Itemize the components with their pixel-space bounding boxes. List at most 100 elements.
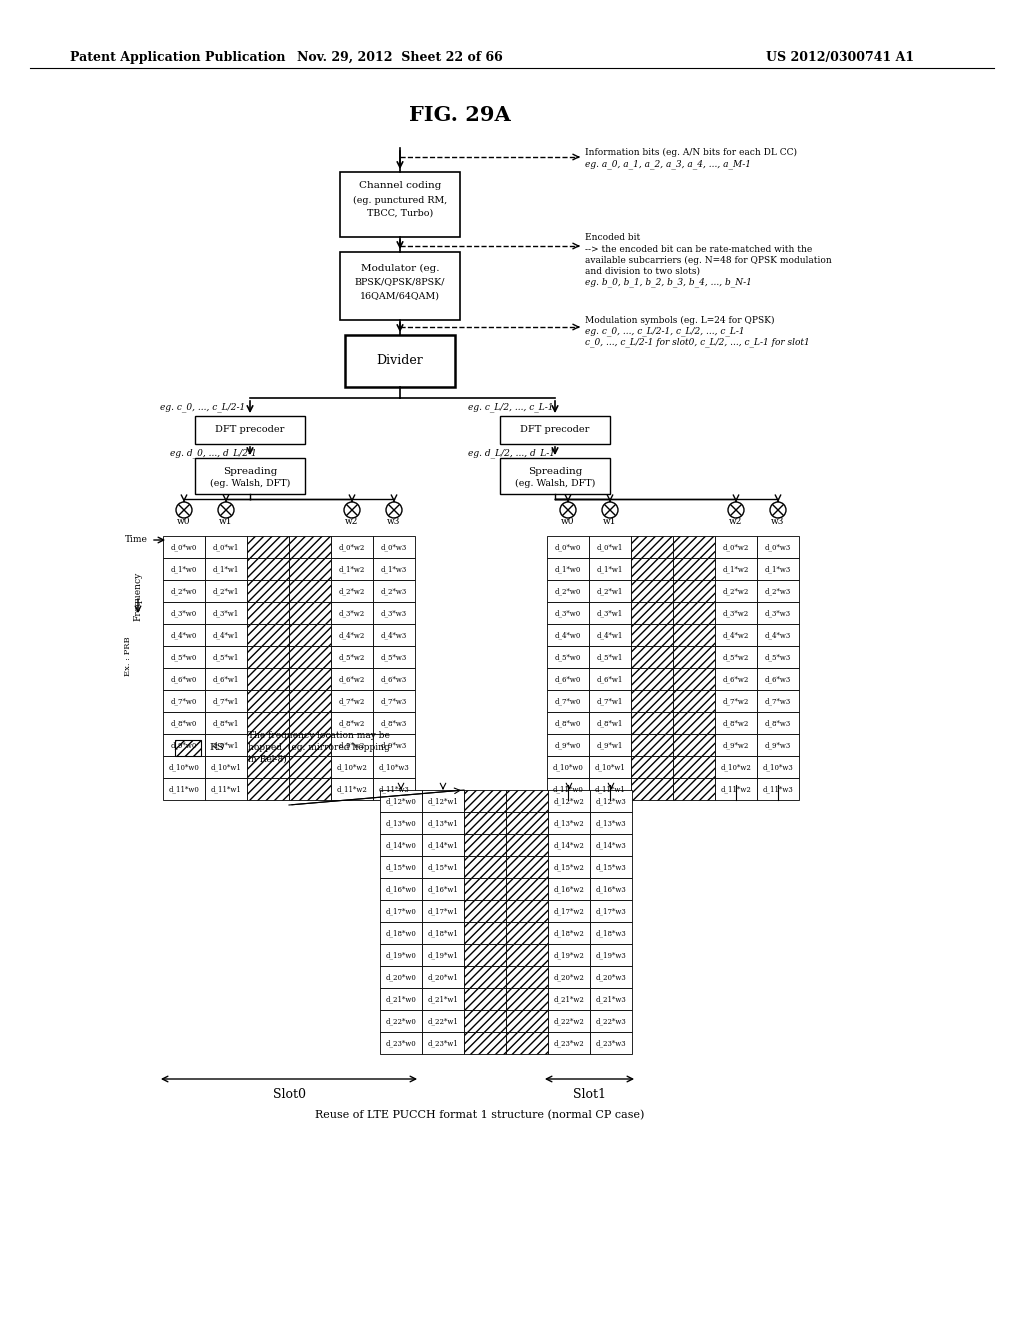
Bar	[673, 536, 715, 558]
Text: d_9*w3: d_9*w3	[765, 741, 792, 748]
Bar	[589, 668, 631, 690]
Bar	[331, 645, 373, 668]
Bar	[673, 777, 715, 800]
Bar	[205, 558, 247, 579]
Text: eg. a_0, a_1, a_2, a_3, a_4, ..., a_M-1: eg. a_0, a_1, a_2, a_3, a_4, ..., a_M-1	[585, 160, 751, 169]
Bar	[631, 668, 673, 690]
Text: d_5*w3: d_5*w3	[381, 653, 408, 661]
Circle shape	[218, 502, 234, 517]
Bar	[289, 536, 331, 558]
Text: d_6*w1: d_6*w1	[597, 675, 624, 682]
Bar	[590, 812, 632, 834]
Bar	[289, 690, 331, 711]
Text: d_16*w2: d_16*w2	[554, 884, 585, 894]
Bar	[547, 579, 589, 602]
Bar	[757, 711, 799, 734]
Bar	[205, 602, 247, 624]
Bar	[373, 777, 415, 800]
Bar	[631, 711, 673, 734]
Bar	[590, 789, 632, 812]
Bar	[589, 756, 631, 777]
Text: d_21*w3: d_21*w3	[596, 995, 627, 1003]
Bar	[373, 690, 415, 711]
Bar	[422, 812, 464, 834]
Text: d_17*w3: d_17*w3	[596, 907, 627, 915]
Text: d_7*w3: d_7*w3	[381, 697, 408, 705]
Bar	[464, 966, 506, 987]
Text: d_11*w2: d_11*w2	[337, 785, 368, 793]
Bar	[289, 668, 331, 690]
Bar	[380, 812, 422, 834]
Bar	[548, 789, 590, 812]
Bar	[205, 690, 247, 711]
Text: w0: w0	[561, 517, 574, 527]
Bar	[247, 558, 289, 579]
Bar	[422, 789, 464, 812]
Bar	[289, 602, 331, 624]
Bar	[422, 855, 464, 878]
Text: Modulator (eg.: Modulator (eg.	[360, 264, 439, 272]
Text: d_16*w0: d_16*w0	[386, 884, 417, 894]
Bar	[205, 756, 247, 777]
Text: w0: w0	[177, 517, 190, 527]
Bar	[673, 690, 715, 711]
Bar	[289, 579, 331, 602]
Bar	[673, 734, 715, 756]
Bar	[590, 1032, 632, 1053]
Text: d_9*w1: d_9*w1	[213, 741, 240, 748]
Bar	[757, 624, 799, 645]
Text: d_23*w3: d_23*w3	[596, 1039, 627, 1047]
Text: d_2*w1: d_2*w1	[597, 587, 624, 595]
Text: d_2*w0: d_2*w0	[171, 587, 198, 595]
Bar	[380, 944, 422, 966]
Text: eg. c_0, ..., c_L/2-1: eg. c_0, ..., c_L/2-1	[160, 403, 246, 412]
Text: d_11*w1: d_11*w1	[595, 785, 626, 793]
Text: d_4*w1: d_4*w1	[597, 631, 624, 639]
Text: d_10*w3: d_10*w3	[763, 763, 794, 771]
Bar	[464, 900, 506, 921]
Text: d_6*w0: d_6*w0	[171, 675, 198, 682]
Bar	[289, 645, 331, 668]
Text: d_12*w2: d_12*w2	[554, 797, 585, 805]
Bar	[673, 668, 715, 690]
Bar	[506, 966, 548, 987]
Text: (eg. Walsh, DFT): (eg. Walsh, DFT)	[515, 478, 595, 487]
Bar	[590, 944, 632, 966]
Text: d_8*w2: d_8*w2	[339, 719, 366, 727]
Text: d_1*w0: d_1*w0	[555, 565, 582, 573]
Bar	[373, 602, 415, 624]
Text: d_4*w1: d_4*w1	[213, 631, 240, 639]
Text: d_12*w0: d_12*w0	[386, 797, 417, 805]
Text: in Rel-8): in Rel-8)	[248, 755, 287, 763]
Bar	[673, 558, 715, 579]
Bar	[331, 734, 373, 756]
Bar	[631, 536, 673, 558]
Bar	[547, 756, 589, 777]
Text: d_4*w0: d_4*w0	[555, 631, 582, 639]
Bar	[631, 558, 673, 579]
Bar	[373, 558, 415, 579]
Text: available subcarriers (eg. N=48 for QPSK modulation: available subcarriers (eg. N=48 for QPSK…	[585, 256, 831, 264]
Bar	[205, 645, 247, 668]
Text: w2: w2	[345, 517, 358, 527]
Text: d_20*w3: d_20*w3	[596, 973, 627, 981]
Text: d_14*w1: d_14*w1	[428, 841, 459, 849]
Bar	[506, 834, 548, 855]
Text: w3: w3	[771, 517, 784, 527]
Bar	[715, 734, 757, 756]
Text: d_4*w3: d_4*w3	[765, 631, 792, 639]
Bar	[380, 878, 422, 900]
Bar	[464, 789, 506, 812]
Bar	[506, 944, 548, 966]
Text: d_5*w2: d_5*w2	[339, 653, 366, 661]
Bar	[715, 558, 757, 579]
Bar	[548, 1010, 590, 1032]
Bar	[464, 987, 506, 1010]
Text: d_5*w2: d_5*w2	[723, 653, 750, 661]
Text: eg. d_0, ..., d_L/2-1: eg. d_0, ..., d_L/2-1	[170, 449, 257, 458]
Bar	[163, 668, 205, 690]
Bar	[163, 756, 205, 777]
Bar	[380, 987, 422, 1010]
Text: d_7*w2: d_7*w2	[723, 697, 750, 705]
Text: d_5*w0: d_5*w0	[171, 653, 198, 661]
